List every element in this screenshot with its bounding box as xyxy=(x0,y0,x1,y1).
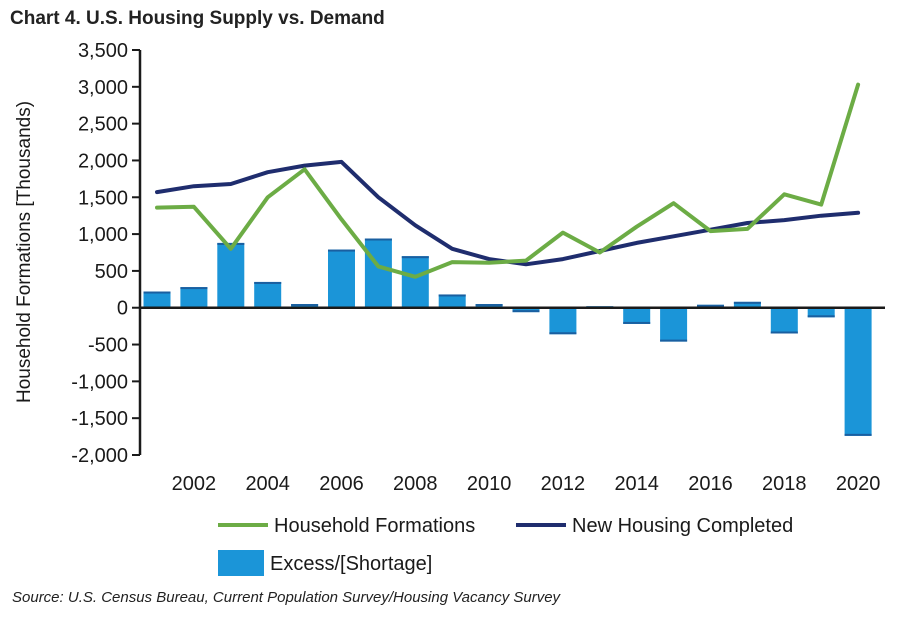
y-tick-label: -1,500 xyxy=(71,408,128,430)
bar xyxy=(623,307,651,324)
bar-series-excess-shortage xyxy=(143,238,872,436)
bar xyxy=(328,249,355,308)
bar xyxy=(512,307,540,313)
x-tick-label: 2020 xyxy=(836,473,881,495)
bar-edge xyxy=(844,433,872,436)
bar xyxy=(660,307,688,342)
bar-edge xyxy=(770,331,798,334)
bar-edge xyxy=(364,238,392,241)
bar-edge xyxy=(733,301,761,304)
x-tick-label: 2014 xyxy=(614,473,659,495)
x-tick-label: 2004 xyxy=(245,473,290,495)
y-tick-label: 2,000 xyxy=(78,150,128,172)
source-note: Source: U.S. Census Bureau, Current Popu… xyxy=(12,589,561,606)
y-tick-label: 1,000 xyxy=(78,224,128,246)
bar xyxy=(401,256,429,308)
bar xyxy=(217,242,245,308)
x-tick-label: 2008 xyxy=(393,473,438,495)
bar xyxy=(807,307,835,318)
line-household-formations xyxy=(155,82,861,279)
bar xyxy=(143,291,171,308)
bar xyxy=(770,307,798,334)
bar xyxy=(733,301,761,308)
bar xyxy=(438,294,466,308)
x-tick-label: 2010 xyxy=(467,473,512,495)
bar-edge xyxy=(475,304,503,307)
bar xyxy=(549,307,577,335)
bar-edge xyxy=(143,291,171,294)
x-tick-label: 2002 xyxy=(172,473,217,495)
x-tick-label: 2016 xyxy=(688,473,733,495)
bar-edge xyxy=(549,332,577,335)
y-tick-label: -2,000 xyxy=(71,445,128,467)
bar-edge xyxy=(623,321,651,324)
line-new-housing-completed xyxy=(155,159,861,267)
y-tick-label: -500 xyxy=(88,335,128,357)
bar-edge xyxy=(660,339,688,342)
y-axis-ticks: 3,500 3,000 2,500 2,000 1,500 1,000 500 0 -500 -1… xyxy=(71,40,140,467)
bar-edge xyxy=(438,294,466,297)
bar xyxy=(254,281,282,308)
bar xyxy=(364,238,392,308)
bar-edge xyxy=(328,249,355,252)
y-tick-label: 0 xyxy=(117,298,128,320)
bar xyxy=(180,287,208,308)
x-tick-label: 2006 xyxy=(319,473,364,495)
bar-edge xyxy=(512,310,540,313)
y-tick-label: 2,500 xyxy=(78,114,128,136)
bar xyxy=(844,307,872,436)
bar-edge xyxy=(291,304,319,307)
bar-edge xyxy=(401,256,429,259)
x-tick-label: 2012 xyxy=(541,473,586,495)
legend: Household Formations New Housing Complete… xyxy=(218,515,793,576)
y-tick-label: 500 xyxy=(95,261,128,283)
legend-label: Excess/[Shortage] xyxy=(270,553,432,575)
legend-swatch-bar xyxy=(218,550,264,576)
bar-edge xyxy=(180,287,208,290)
bar-edge xyxy=(217,242,245,245)
y-tick-label: -1,000 xyxy=(71,371,128,393)
x-axis-ticks: 2002 2004 2006 2008 2010 2012 2014 2016 2018 2020 xyxy=(172,473,881,495)
y-tick-label: 3,500 xyxy=(78,40,128,62)
y-tick-label: 1,500 xyxy=(78,187,128,209)
legend-label: New Housing Completed xyxy=(572,515,793,537)
bar-edge xyxy=(697,304,724,307)
axes xyxy=(138,50,885,455)
bar-edge xyxy=(807,315,835,318)
y-tick-label: 3,000 xyxy=(78,77,128,99)
legend-label: Household Formations xyxy=(274,515,475,537)
x-tick-label: 2018 xyxy=(762,473,807,495)
chart-svg: 3,500 3,000 2,500 2,000 1,500 1,000 500 0 -500 -1… xyxy=(14,40,885,576)
chart-title: Chart 4. U.S. Housing Supply vs. Demand xyxy=(10,8,385,29)
bar-edge xyxy=(254,281,282,284)
line-series xyxy=(155,82,861,279)
y-axis-label: Household Formations [Thousands) xyxy=(14,101,35,403)
